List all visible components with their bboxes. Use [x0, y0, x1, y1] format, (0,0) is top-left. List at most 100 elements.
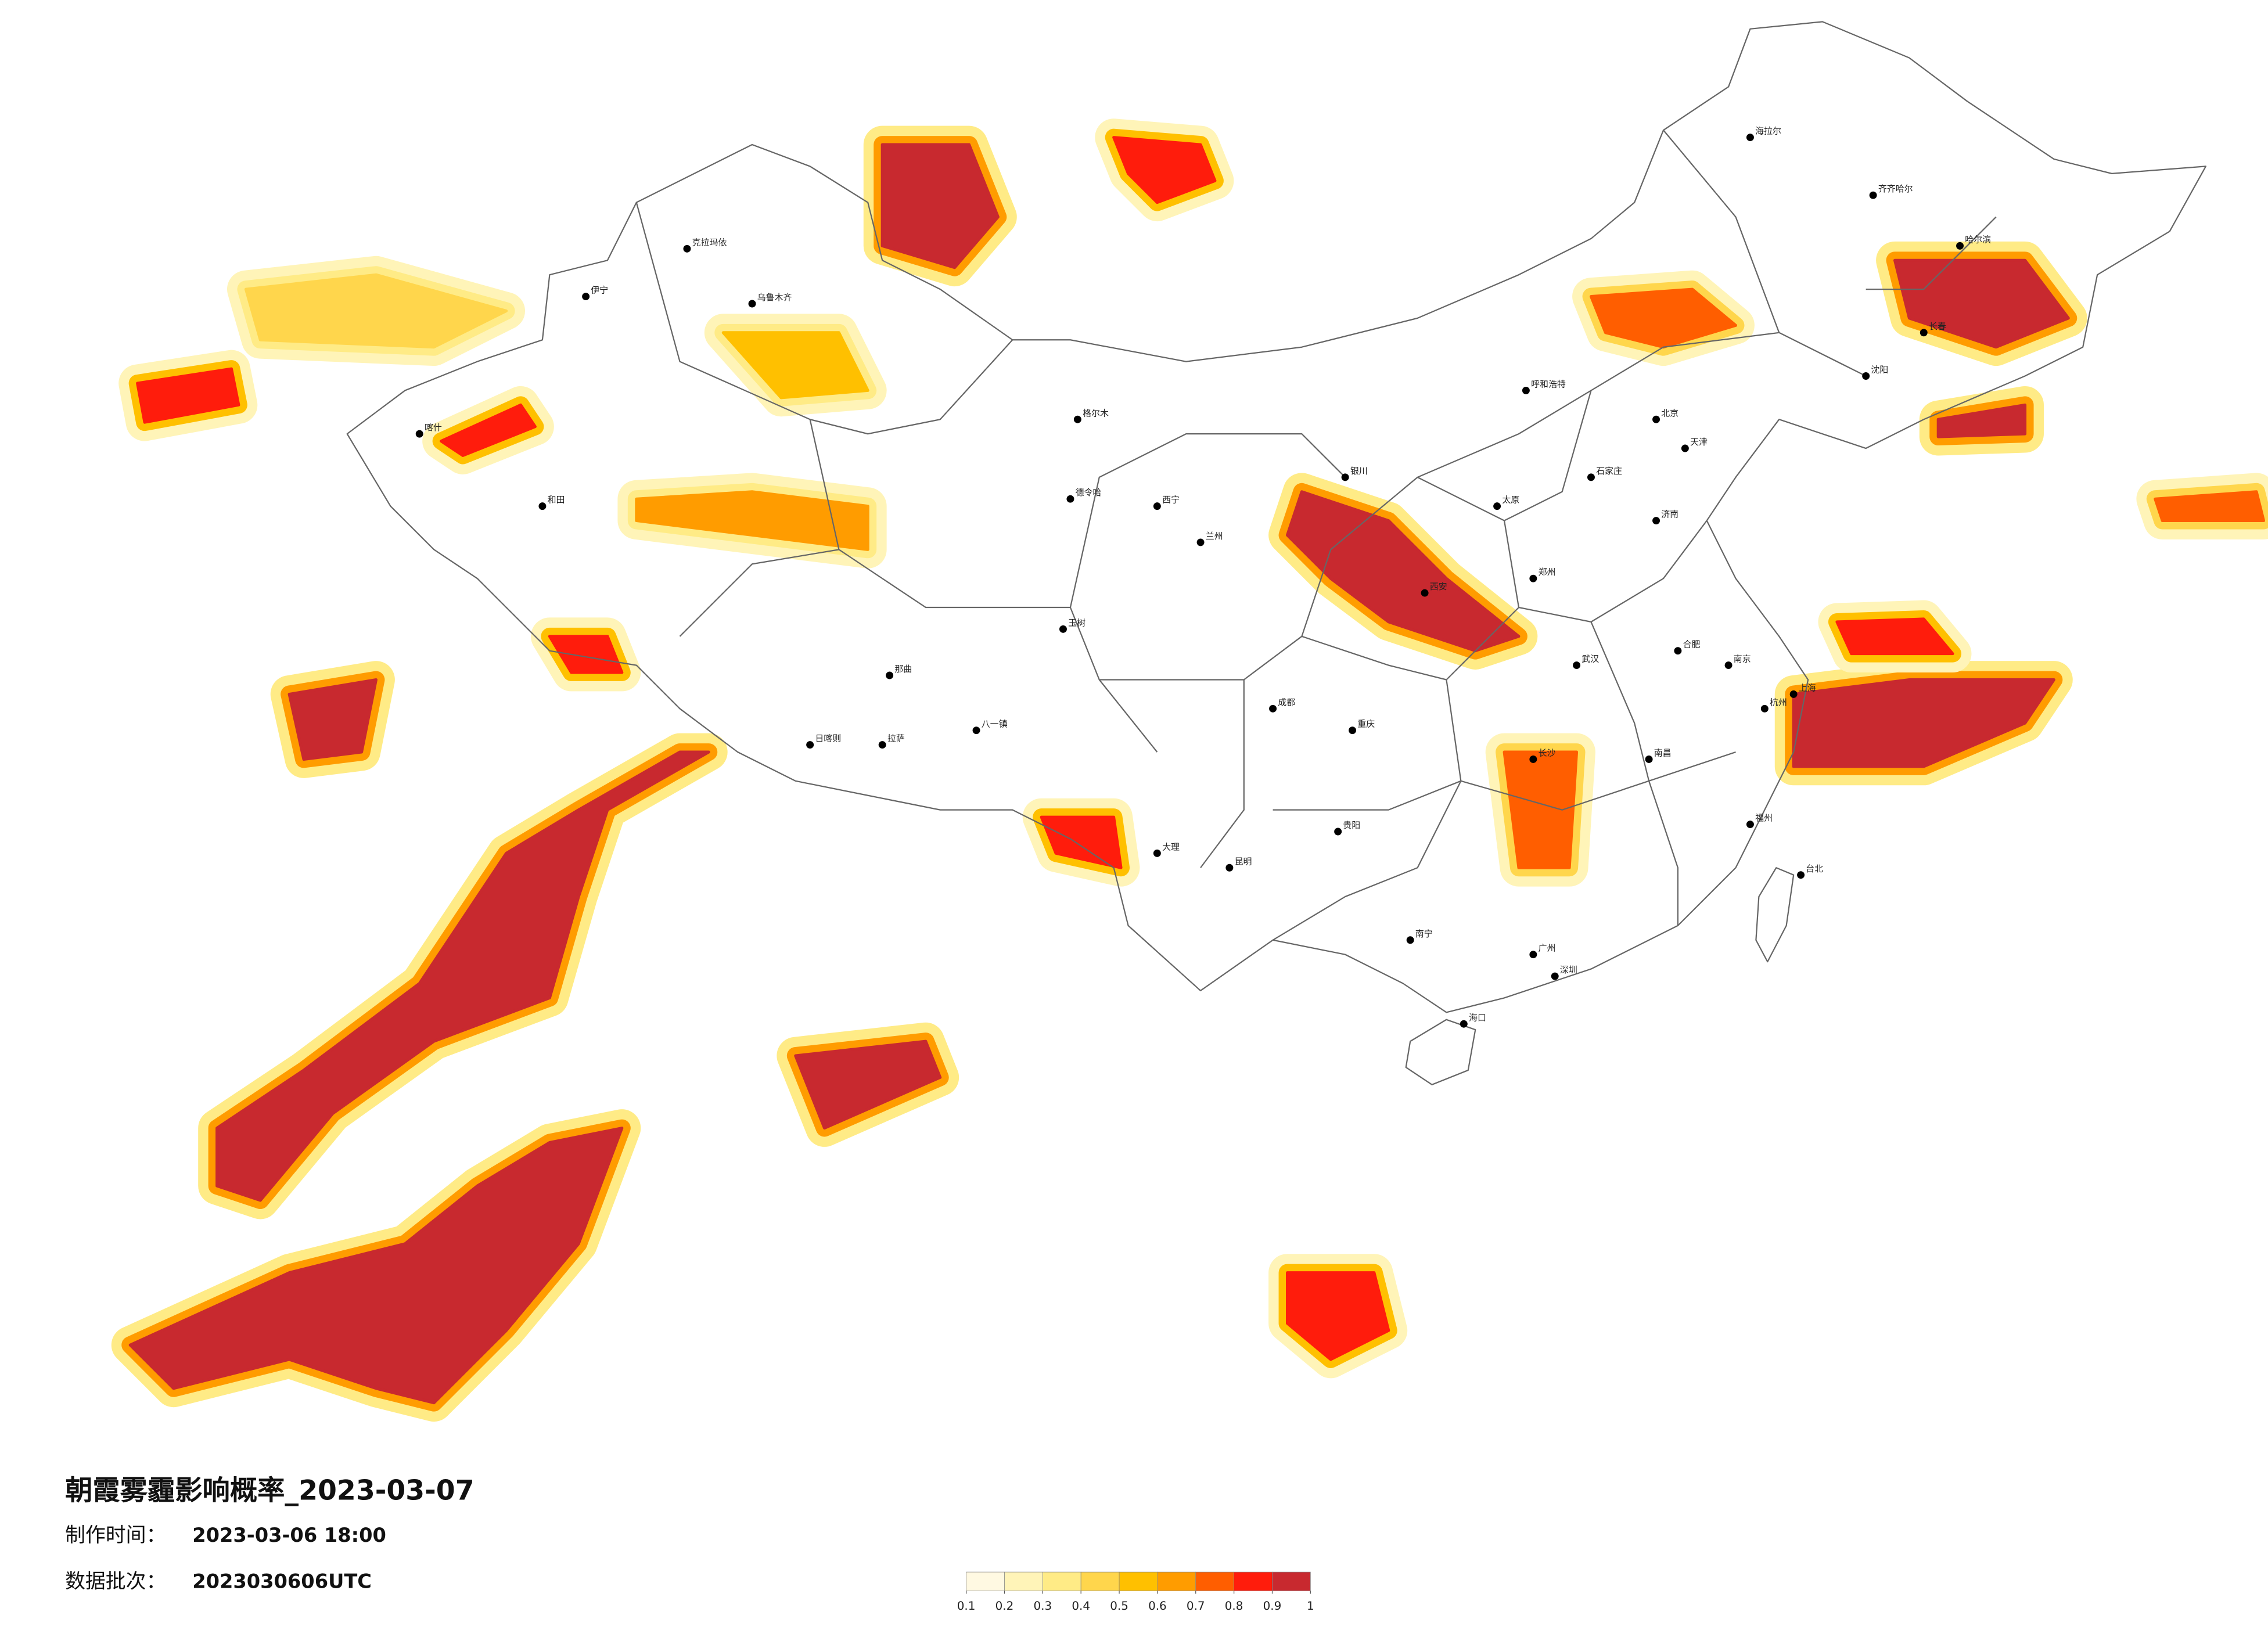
city-label: 哈尔滨 — [1965, 234, 1991, 244]
city-label: 玉树 — [1068, 617, 1086, 628]
city-dot — [538, 502, 547, 510]
city-label: 银川 — [1350, 466, 1368, 476]
city-label: 那曲 — [894, 664, 912, 674]
city-dot — [1529, 756, 1537, 763]
fog-core — [635, 490, 869, 551]
city-label: 长沙 — [1539, 748, 1556, 758]
fog-core — [1040, 815, 1123, 869]
colorbar-tick-label: 0.6 — [1148, 1599, 1167, 1613]
city-dot — [1956, 242, 1964, 250]
colorbar-tick-label: 0.3 — [1033, 1599, 1052, 1613]
city-label: 郑州 — [1539, 567, 1556, 577]
colorbar-segment — [1195, 1571, 1234, 1591]
city-dot — [972, 726, 980, 735]
city-dot — [1746, 821, 1754, 829]
city-dot — [1334, 828, 1342, 836]
city-dot — [1760, 704, 1769, 713]
colorbar-segment — [1272, 1571, 1311, 1591]
city-dot — [1573, 661, 1581, 670]
city-label: 杭州 — [1770, 697, 1787, 707]
fog-core — [1835, 617, 1954, 656]
city-dot — [878, 741, 886, 749]
china-outline — [346, 21, 2207, 1085]
city-label: 深圳 — [1560, 965, 1577, 975]
city-dot — [1724, 661, 1733, 670]
city-label: 昆明 — [1235, 856, 1252, 866]
fog-core — [287, 678, 378, 761]
city-label: 齐齐哈尔 — [1878, 184, 1913, 194]
city-label: 格尔木 — [1083, 408, 1109, 418]
colorbar-tick-label: 0.2 — [995, 1599, 1014, 1613]
city-dot — [1349, 726, 1357, 735]
colorbar-segment — [1080, 1571, 1120, 1591]
colorbar-tick-label: 1 — [1307, 1599, 1314, 1613]
fog-core — [794, 1039, 942, 1130]
colorbar-tick-label: 0.7 — [1187, 1599, 1205, 1613]
city-dot — [1529, 951, 1537, 959]
info-label: 数据批次： — [65, 1570, 166, 1593]
fog-core — [128, 1127, 624, 1405]
city-dot — [1341, 473, 1349, 481]
city-dot — [1789, 690, 1798, 698]
city-dot — [1529, 574, 1537, 582]
city-label: 南京 — [1734, 654, 1751, 664]
city-dot — [806, 741, 814, 749]
city-dot — [1493, 502, 1501, 510]
city-dot — [1920, 329, 1928, 337]
fog-core — [1503, 750, 1579, 869]
city-label: 喀什 — [425, 422, 442, 433]
map-title: 朝霞雾霾影响概率_2023-03-07 — [65, 1475, 475, 1507]
city-label: 南昌 — [1654, 748, 1672, 758]
colorbar-segment — [1042, 1571, 1081, 1591]
city-dot — [1153, 849, 1161, 857]
city-dot — [886, 671, 894, 679]
colorbar-tick-label: 0.9 — [1263, 1599, 1282, 1613]
city-dot — [1269, 704, 1277, 713]
city-label: 南宁 — [1415, 929, 1433, 939]
city-dot — [1522, 386, 1530, 394]
hainan — [1405, 1019, 1476, 1085]
colorbar-segment — [966, 1571, 1005, 1591]
colorbar-segment — [1234, 1571, 1273, 1591]
city-label: 大理 — [1162, 841, 1180, 852]
colorbar-tick-label: 0.8 — [1225, 1599, 1243, 1613]
city-label: 天津 — [1690, 437, 1708, 447]
city-label: 日喀则 — [815, 733, 841, 744]
city-dot — [748, 300, 756, 308]
city-dot — [1746, 134, 1754, 142]
colorbar-tick-label: 0.4 — [1072, 1599, 1090, 1613]
fog-core — [1112, 136, 1217, 204]
fog-core — [1589, 287, 1738, 349]
fog-core — [880, 143, 1000, 269]
colorbar-segment — [1157, 1571, 1196, 1591]
city-label: 上海 — [1799, 682, 1816, 693]
city-label: 重庆 — [1357, 719, 1375, 729]
info-value: 2023-03-06 18:00 — [192, 1524, 386, 1546]
city-dot — [1153, 502, 1161, 510]
fog-core — [136, 367, 240, 424]
fog-core — [1285, 1271, 1390, 1361]
fog-core — [548, 635, 624, 674]
city-dot — [415, 430, 423, 438]
city-dot — [1645, 756, 1653, 763]
city-label: 成都 — [1278, 697, 1295, 707]
city-label: 济南 — [1661, 509, 1678, 520]
colorbar-segment — [1119, 1571, 1158, 1591]
info-value: 2023030606UTC — [192, 1570, 372, 1592]
city-label: 海拉尔 — [1755, 126, 1781, 136]
taiwan — [1755, 867, 1795, 963]
city-label: 乌鲁木齐 — [757, 292, 792, 303]
fog-core — [1936, 403, 2027, 438]
colorbar: 0.1 0.2 0.3 0.4 0.5 0.6 0.7 0.8 0.9 1 — [957, 1571, 1314, 1613]
city-label: 武汉 — [1582, 654, 1599, 664]
city-dot — [1196, 538, 1205, 546]
city-dot — [1674, 647, 1682, 655]
colorbar-tick-label: 0.1 — [957, 1599, 976, 1613]
fog-core — [1792, 678, 2055, 768]
fog-core — [1893, 258, 2070, 349]
city-dot — [1066, 495, 1074, 503]
city-label: 长春 — [1929, 321, 1946, 332]
